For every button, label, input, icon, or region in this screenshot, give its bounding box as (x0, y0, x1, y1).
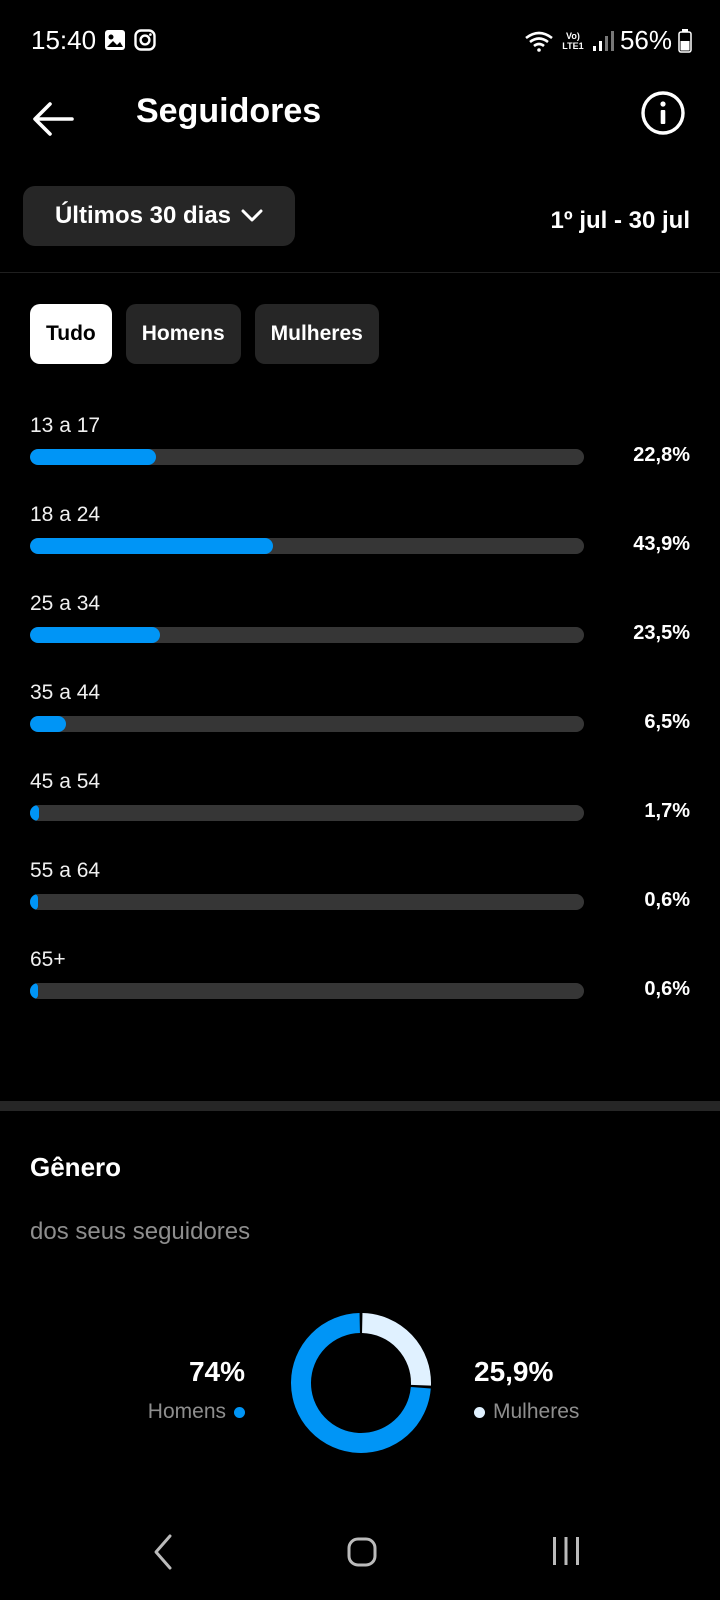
tab-women[interactable]: Mulheres (254, 304, 379, 364)
men-percentage: 74% (188, 1356, 245, 1387)
age-row: 55 a 64 0,6% (30, 855, 690, 944)
page-title: Seguidores (136, 92, 322, 130)
age-distribution: 13 a 17 22,8% 18 a 24 43,9% 25 a 34 23,5… (30, 410, 690, 1033)
gender-filter-tabs: Tudo Homens Mulheres (30, 304, 379, 364)
battery-percent: 56% (619, 25, 672, 55)
donut-slice-men (291, 1313, 431, 1453)
nav-home-icon[interactable] (346, 1536, 378, 1568)
age-range-label: 25 a 34 (30, 592, 101, 615)
age-bar-track (30, 627, 584, 643)
age-percentage: 0,6% (644, 978, 690, 1000)
age-range-label: 55 a 64 (30, 859, 101, 882)
age-bar-fill (30, 716, 66, 732)
gender-title: Gênero (30, 1152, 122, 1182)
gender-women-legend: 25,9% Mulheres (474, 1356, 579, 1424)
age-bar-track (30, 716, 584, 732)
age-bar-track (30, 805, 584, 821)
age-percentage: 23,5% (633, 622, 690, 644)
signal-icon (592, 30, 614, 51)
period-label: Últimos 30 dias (54, 202, 232, 229)
tab-men[interactable]: Homens (125, 304, 241, 364)
instagram-icon (134, 29, 156, 51)
age-bar-track (30, 538, 584, 554)
status-right: Vo) LTE1 56% (524, 25, 692, 56)
wifi-icon (525, 31, 553, 52)
age-row: 18 a 24 43,9% (30, 499, 690, 588)
date-range: 1º jul - 30 jul (550, 207, 690, 234)
women-legend-dot (474, 1406, 485, 1418)
age-bar-track (30, 983, 584, 999)
age-percentage: 1,7% (644, 800, 690, 822)
chevron-down-icon (241, 209, 263, 222)
age-range-label: 35 a 44 (30, 681, 101, 704)
carrier-label: Vo) LTE1 (562, 30, 584, 51)
age-percentage: 6,5% (644, 711, 690, 733)
age-range-label: 65+ (30, 948, 66, 971)
age-range-label: 18 a 24 (30, 503, 101, 526)
women-label: Mulheres (493, 1400, 580, 1423)
tab-all[interactable]: Tudo (30, 304, 112, 364)
age-percentage: 43,9% (633, 533, 690, 555)
men-legend-dot (234, 1406, 245, 1418)
age-row: 65+ 0,6% (30, 944, 690, 1033)
age-bar-track (30, 449, 584, 465)
period-dropdown[interactable]: Últimos 30 dias (23, 186, 295, 246)
women-percentage: 25,9% (474, 1356, 554, 1387)
nav-back-icon[interactable] (148, 1532, 178, 1572)
age-bar-fill (30, 627, 161, 643)
donut-slice-women (361, 1313, 431, 1386)
age-range-label: 45 a 54 (30, 770, 101, 793)
gallery-icon (105, 30, 125, 50)
section-divider (0, 1101, 720, 1111)
app-bar: Seguidores (0, 80, 720, 180)
gender-subtitle: dos seus seguidores (30, 1218, 251, 1245)
gender-donut-chart (291, 1313, 431, 1453)
men-label: Homens (147, 1400, 226, 1423)
age-bar-fill (30, 894, 38, 910)
age-bar-fill (30, 983, 38, 999)
system-nav-bar (0, 1520, 720, 1600)
gender-men-legend: 74% Homens (148, 1356, 245, 1424)
age-range-label: 13 a 17 (30, 414, 101, 437)
age-row: 35 a 44 6,5% (30, 677, 690, 766)
divider (0, 272, 720, 273)
age-bar-fill (30, 538, 274, 554)
status-time: 15:40 (31, 25, 97, 55)
age-bar-track (30, 894, 584, 910)
age-row: 45 a 54 1,7% (30, 766, 690, 855)
age-percentage: 0,6% (644, 889, 690, 911)
status-bar: 15:40 Vo) LTE1 56% (0, 0, 720, 80)
age-bar-fill (30, 805, 40, 821)
battery-icon (678, 28, 692, 53)
age-bar-fill (30, 449, 157, 465)
info-icon[interactable] (640, 90, 686, 136)
age-row: 13 a 17 22,8% (30, 410, 690, 499)
back-arrow-icon[interactable] (28, 94, 78, 144)
age-percentage: 22,8% (633, 444, 690, 466)
age-row: 25 a 34 23,5% (30, 588, 690, 677)
nav-recent-apps-icon[interactable] (550, 1534, 582, 1568)
